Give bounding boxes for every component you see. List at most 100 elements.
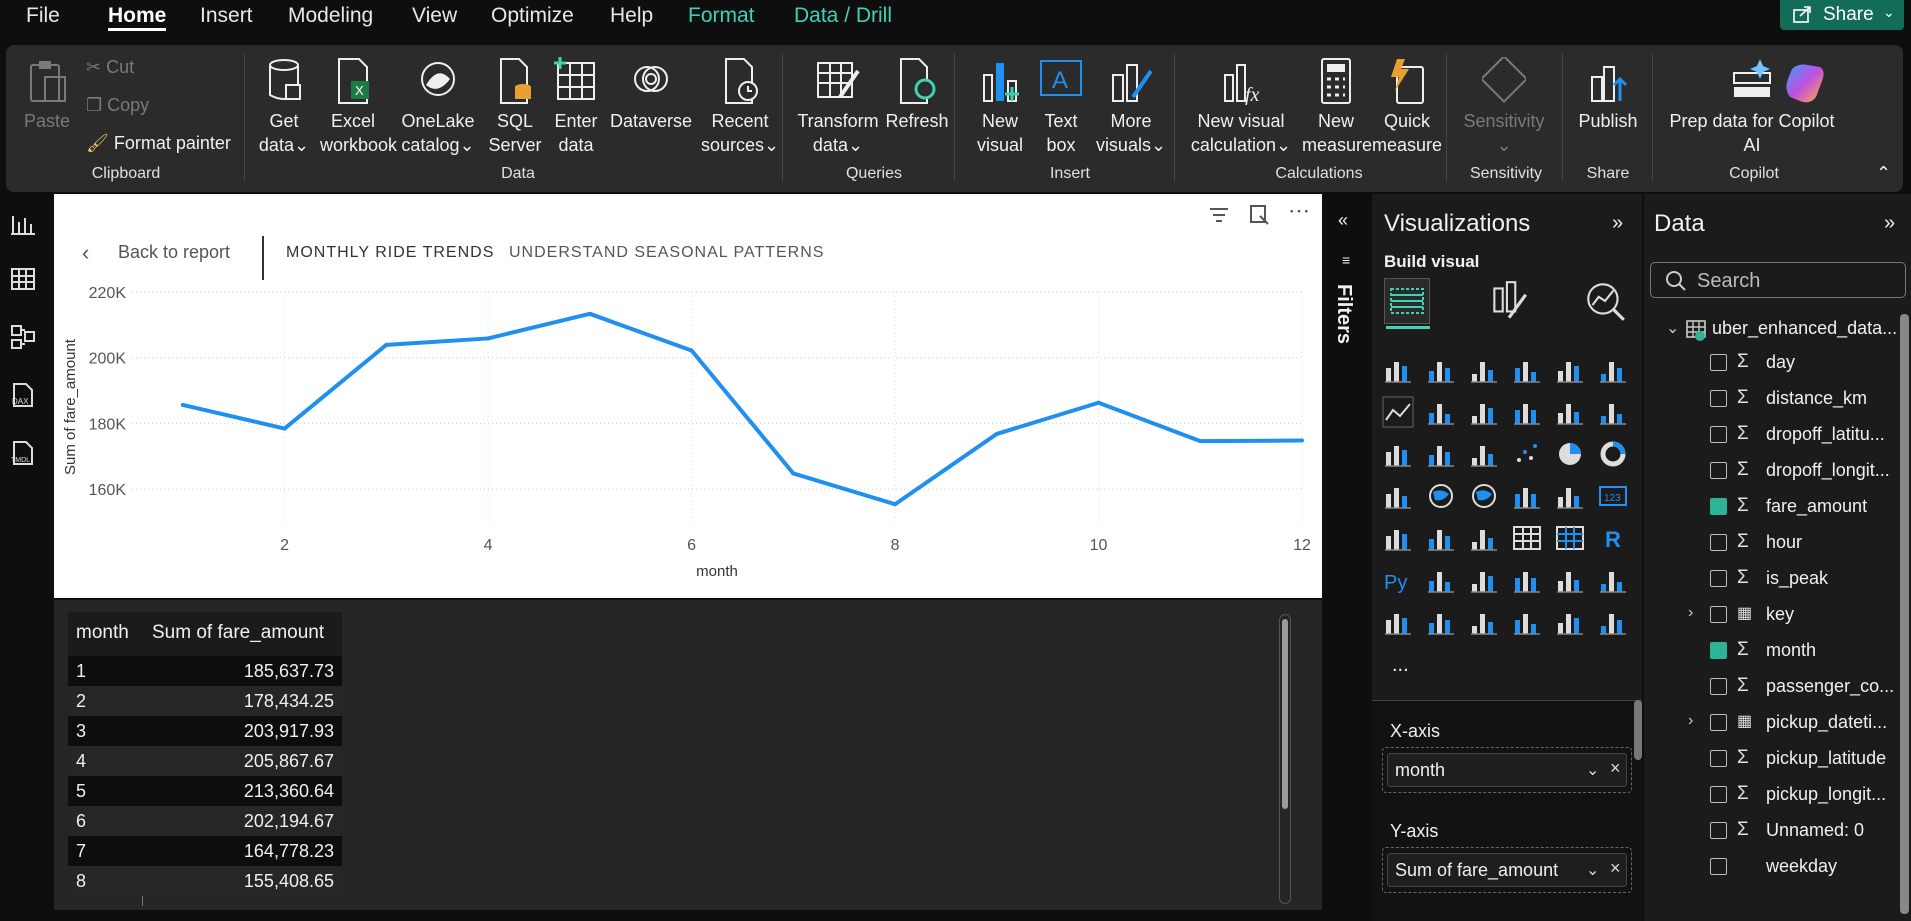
stacked-bar-visual-icon[interactable] [1382,354,1414,386]
chevron-down-icon[interactable]: ⌄ [1586,762,1600,779]
table-row[interactable]: 7 164,778.23 [68,836,342,866]
menu-file[interactable]: File [26,4,60,27]
get-data-button[interactable]: Get data⌄ [256,57,312,157]
focus-mode-icon[interactable] [1248,204,1270,226]
chevron-down-icon[interactable]: ⌄ [1586,862,1600,879]
report-view-icon[interactable] [10,210,36,236]
line-visual-icon[interactable] [1382,396,1414,428]
stacked-bar-100-visual-icon[interactable] [1554,354,1586,386]
onelake-catalog-button[interactable]: OneLake catalog⌄ [398,57,478,157]
column-header-month[interactable]: month [76,622,129,643]
y-axis-well[interactable]: Sum of fare_amount ⌄ × [1382,847,1632,893]
new-measure-button[interactable]: New measure [1302,57,1372,157]
pie-visual-icon[interactable] [1554,438,1586,470]
collapse-visualizations-icon[interactable]: » [1612,212,1624,234]
menu-modeling[interactable]: Modeling [288,4,374,27]
field-checkbox[interactable] [1710,462,1727,479]
x-axis-well[interactable]: month ⌄ × [1382,747,1632,793]
field-checkbox[interactable] [1710,642,1727,659]
paste-button[interactable]: Paste [20,57,74,133]
funnel-visual-icon[interactable] [1468,438,1500,470]
model-view-icon[interactable] [10,324,36,350]
shape-visual-icon[interactable] [1554,606,1586,638]
field-checkbox[interactable] [1710,714,1727,731]
text-box-button[interactable]: A Text box [1032,57,1090,157]
menu-home[interactable]: Home [108,4,167,27]
menu-format[interactable]: Format [688,4,755,27]
menu-insert[interactable]: Insert [200,4,253,27]
azure-map-visual-icon[interactable] [1511,480,1543,512]
metrics-visual-icon[interactable] [1511,606,1543,638]
table-row[interactable]: 2 178,434.25 [68,686,342,716]
field-item[interactable]: weekday [1644,852,1894,882]
menu-data-drill[interactable]: Data / Drill [794,4,893,27]
field-checkbox[interactable] [1710,426,1727,443]
line-column-visual-icon[interactable] [1597,396,1629,428]
copy-button[interactable]: ❐ Copy [86,95,150,115]
field-checkbox[interactable] [1710,822,1727,839]
analytics-icon[interactable] [1582,278,1628,324]
menu-view[interactable]: View [412,4,458,27]
field-checkbox[interactable] [1710,498,1727,515]
new-visual-button[interactable]: New visual [968,57,1032,157]
power-automate-visual-icon[interactable] [1468,606,1500,638]
table-row[interactable]: 5 213,360.64 [68,776,342,806]
field-checkbox[interactable] [1710,534,1727,551]
field-checkbox[interactable] [1710,390,1727,407]
matrix-visual-icon[interactable] [1554,522,1586,554]
field-checkbox[interactable] [1710,354,1727,371]
ribbon-visual-icon[interactable] [1511,396,1543,428]
data-scrollbar[interactable] [1900,314,1909,914]
new-visual-calculation-button[interactable]: fx New visual calculation⌄ [1186,57,1296,157]
chevron-down-icon[interactable]: ⌄ [1666,320,1680,337]
field-checkbox[interactable] [1710,858,1727,875]
recent-sources-button[interactable]: Recent sources⌄ [700,57,780,157]
field-item[interactable]: › ▦ key [1644,600,1894,630]
collapse-ribbon-icon[interactable]: ⌃ [1876,163,1892,183]
map-visual-icon[interactable] [1425,480,1457,512]
column-line-visual-icon[interactable] [1425,438,1457,470]
dataverse-button[interactable]: Dataverse [606,57,696,133]
stacked-column-100-visual-icon[interactable] [1597,354,1629,386]
expand-filters-icon[interactable]: « [1338,210,1349,230]
cut-button[interactable]: ✂ Cut [86,57,135,77]
line-chart[interactable]: 160K 180K 200K 220K 2 4 6 8 10 12 month Sum of fare… [54,280,1322,596]
narrative-visual-icon[interactable] [1554,564,1586,596]
field-item[interactable]: › ▦ pickup_dateti... [1644,708,1894,738]
remove-field-icon[interactable]: × [1610,758,1621,778]
table-row[interactable]: 6 202,194.67 [68,806,342,836]
donut-visual-icon[interactable] [1597,438,1629,470]
table-view-icon[interactable] [10,266,36,292]
slicer-visual-icon[interactable] [1468,522,1500,554]
menu-help[interactable]: Help [610,4,654,27]
filters-pane-collapsed[interactable]: « ≡ Filters [1324,194,1370,921]
wells-scrollbar[interactable] [1634,700,1642,760]
format-painter-button[interactable]: 🖌 Format painter [86,133,231,153]
share-button[interactable]: Share ⌄ [1780,0,1904,30]
table-row[interactable]: 3 203,917.93 [68,716,342,746]
multi-row-card-visual-icon[interactable] [1382,522,1414,554]
more-visuals-button[interactable]: More visuals⌄ [1092,57,1170,157]
refresh-button[interactable]: Refresh [884,57,950,133]
menu-optimize[interactable]: Optimize [491,4,574,27]
key-influencers-visual-icon[interactable] [1425,564,1457,596]
collapse-data-icon[interactable]: » [1884,212,1896,234]
dax-query-view-icon[interactable]: DAX [10,382,36,408]
goals-visual-icon[interactable] [1597,564,1629,596]
waterfall-visual-icon[interactable] [1554,396,1586,428]
line-clustered-visual-icon[interactable] [1382,438,1414,470]
more-visuals-ellipsis[interactable]: ... [1392,654,1409,676]
excel-workbook-button[interactable]: X Excel workbook [320,57,397,157]
field-checkbox[interactable] [1710,786,1727,803]
r-visual-visual-icon[interactable]: R [1597,522,1629,554]
quick-measure-button[interactable]: Quick measure [1372,57,1442,157]
